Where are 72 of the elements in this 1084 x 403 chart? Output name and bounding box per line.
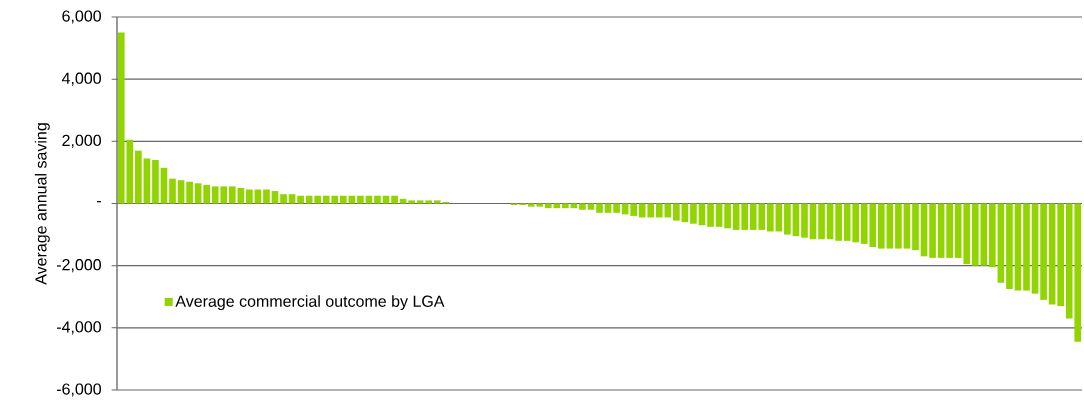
y-tick-label: -2,000	[56, 259, 101, 273]
y-tick-label: 2,000	[62, 134, 101, 148]
bar	[997, 203, 1005, 283]
bar	[920, 203, 928, 257]
bar	[895, 203, 902, 249]
bar	[374, 195, 381, 204]
bar	[707, 203, 714, 227]
legend-label: Average commercial outcome by LGA	[175, 295, 445, 311]
bar	[698, 203, 706, 226]
bar	[143, 158, 151, 204]
bar	[135, 150, 142, 204]
bar	[613, 203, 620, 213]
bar	[732, 203, 740, 230]
bar	[246, 189, 253, 204]
bar	[681, 203, 689, 223]
bar	[715, 203, 723, 227]
bar	[630, 203, 637, 216]
y-tick-label: -4,000	[56, 321, 101, 335]
bar	[741, 203, 749, 230]
bar	[562, 203, 569, 209]
bar	[784, 203, 791, 235]
bar	[1014, 203, 1022, 291]
bar	[886, 203, 894, 249]
bar	[203, 184, 210, 204]
bar	[169, 178, 176, 204]
bar	[280, 194, 287, 204]
y-tick-label: 6,000	[62, 10, 101, 24]
bar	[297, 195, 304, 204]
bar	[878, 203, 885, 249]
bar	[1048, 203, 1056, 305]
y-axis-title: Average annual saving	[34, 123, 50, 285]
bar	[843, 203, 851, 241]
bar	[801, 203, 808, 238]
bar	[314, 195, 322, 204]
bar	[621, 203, 629, 215]
bar	[792, 203, 800, 237]
y-tick-label: -	[97, 201, 101, 203]
bar	[1040, 203, 1047, 300]
bar	[937, 203, 945, 258]
bar	[912, 203, 919, 251]
bar	[339, 195, 347, 204]
bar	[1006, 203, 1013, 289]
bar	[152, 159, 159, 204]
bar	[604, 203, 612, 213]
bar	[1031, 203, 1039, 294]
bar	[989, 203, 996, 268]
bar	[809, 203, 817, 240]
bar	[946, 203, 953, 258]
bar	[570, 203, 578, 209]
bar	[587, 203, 595, 210]
bar	[724, 203, 731, 229]
bar	[357, 195, 364, 204]
bar	[263, 189, 270, 204]
bar	[775, 203, 783, 232]
bar	[903, 203, 911, 249]
bar	[186, 181, 193, 204]
bar	[690, 203, 697, 224]
bar	[673, 203, 680, 221]
bar	[818, 203, 825, 240]
bar	[579, 203, 586, 210]
bar	[391, 195, 398, 204]
bar	[766, 203, 774, 232]
bar	[826, 203, 834, 240]
y-tick-label: 4,000	[61, 72, 101, 86]
bar	[1057, 203, 1064, 307]
bar	[1023, 203, 1030, 291]
bar	[852, 203, 860, 243]
y-tick-label: -6,000	[56, 383, 101, 397]
bar	[835, 203, 842, 241]
bar	[596, 203, 603, 213]
bar	[929, 203, 936, 258]
bar	[408, 200, 415, 204]
